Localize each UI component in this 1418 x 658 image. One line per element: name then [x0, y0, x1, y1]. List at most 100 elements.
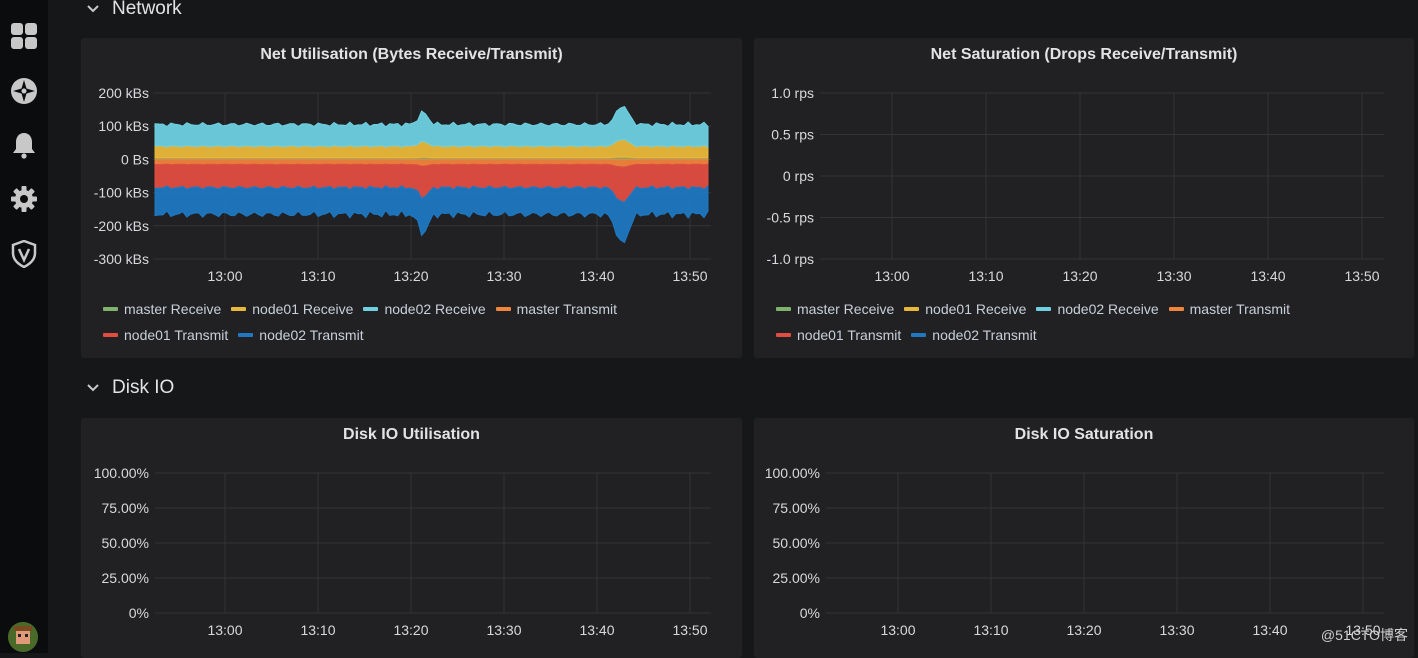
- y-tick-label: -0.5 rps: [767, 210, 814, 226]
- net-utilisation-graph[interactable]: 200 kBs 100 kBs 0 Bs -100 kBs -200 kBs -300 k…: [81, 78, 742, 338]
- y-tick-label: 100.00%: [765, 465, 820, 481]
- y-tick-label: -200 kBs: [94, 218, 149, 234]
- legend-swatch: [495, 307, 511, 311]
- x-tick-label: 13:00: [880, 622, 915, 638]
- x-tick-label: 13:30: [486, 268, 521, 284]
- chevron-down-icon: [87, 5, 99, 13]
- x-tick-label: 13:40: [579, 268, 614, 284]
- x-tick-label: 13:20: [1062, 268, 1097, 284]
- legend-swatch: [904, 307, 920, 311]
- legend-swatch: [103, 333, 118, 337]
- x-tick-label: 13:40: [1252, 622, 1287, 638]
- legend-label: node02 Transmit: [932, 327, 1037, 343]
- y-tick-label: 50.00%: [773, 535, 820, 551]
- y-tick-label: 75.00%: [102, 500, 149, 516]
- legend-swatch: [776, 307, 791, 311]
- disk-io-utilisation-graph[interactable]: 100.00% 75.00% 50.00% 25.00% 0% 13:00 13:10 13:…: [81, 458, 742, 658]
- legend-swatch: [103, 307, 118, 311]
- legend-item[interactable]: node02 Receive: [1036, 296, 1159, 322]
- legend-swatch: [363, 307, 379, 311]
- x-tick-label: 13:30: [486, 622, 521, 638]
- legend-swatch: [911, 333, 927, 337]
- x-tick-label: 13:00: [207, 622, 242, 638]
- legend-item[interactable]: node01 Receive: [231, 296, 353, 322]
- user-avatar[interactable]: [8, 622, 38, 652]
- chevron-down-icon: [87, 384, 99, 392]
- panel-title[interactable]: Disk IO Saturation: [1014, 426, 1154, 443]
- server-admin-shield-icon[interactable]: [10, 239, 38, 269]
- legend-label: node01 Receive: [252, 301, 354, 317]
- legend-swatch: [1168, 307, 1184, 311]
- y-tick-label: 0%: [129, 605, 149, 621]
- panel-title[interactable]: Net Utilisation (Bytes Receive/Transmit): [260, 46, 563, 63]
- legend-item[interactable]: master Receive: [776, 296, 894, 322]
- legend-item[interactable]: node01 Transmit: [103, 322, 228, 348]
- legend-item[interactable]: node01 Transmit: [776, 322, 901, 348]
- y-tick-label: 0%: [800, 605, 820, 621]
- panel-disk-io-saturation: Disk IO Saturation 100.00% 75.00% 50.00% 25…: [754, 418, 1414, 658]
- y-tick-label: -300 kBs: [94, 251, 149, 267]
- x-tick-label: 13:10: [968, 268, 1003, 284]
- row-title-disk-io: Disk IO: [112, 377, 175, 398]
- legend: master Receive node01 Receive node02 Recei…: [776, 296, 1376, 348]
- x-tick-label: 13:10: [973, 622, 1008, 638]
- dashboards-icon[interactable]: [10, 22, 38, 50]
- series-area-node02-receive: [154, 105, 709, 148]
- disk-io-saturation-graph[interactable]: 100.00% 75.00% 50.00% 25.00% 0% 13:00 13:10 13:…: [754, 458, 1414, 658]
- x-tick-label: 13:50: [1344, 268, 1379, 284]
- row-title-network: Network: [112, 0, 182, 19]
- net-saturation-graph[interactable]: 1.0 rps 0.5 rps 0 rps -0.5 rps -1.0 rps 13:00…: [754, 78, 1414, 338]
- legend-label: node02 Receive: [1057, 301, 1159, 317]
- legend-item[interactable]: master Transmit: [1168, 296, 1290, 322]
- legend-item[interactable]: node02 Receive: [363, 296, 486, 322]
- legend-label: node02 Receive: [384, 301, 486, 317]
- legend-label: node02 Transmit: [259, 327, 364, 343]
- series-area-node02-transmit: [154, 185, 709, 244]
- legend-item[interactable]: node02 Transmit: [238, 322, 364, 348]
- y-tick-label: 100.00%: [94, 465, 149, 481]
- y-tick-label: 50.00%: [102, 535, 149, 551]
- y-tick-label: 25.00%: [773, 570, 820, 586]
- y-tick-label: 0 Bs: [121, 151, 149, 167]
- x-tick-label: 13:20: [1066, 622, 1101, 638]
- panel-title[interactable]: Net Saturation (Drops Receive/Transmit): [930, 46, 1238, 63]
- x-tick-label: 13:50: [672, 268, 707, 284]
- legend-label: node01 Receive: [925, 301, 1027, 317]
- row-disk-io[interactable]: Disk IO: [86, 376, 174, 400]
- y-tick-label: 0.5 rps: [771, 127, 814, 143]
- legend-label: node01 Transmit: [124, 327, 229, 343]
- watermark: @51CTO博客: [1320, 627, 1408, 643]
- x-tick-label: 13:50: [1345, 622, 1380, 638]
- panel-title[interactable]: Disk IO Utilisation: [343, 426, 480, 443]
- legend-label: master Transmit: [516, 301, 617, 317]
- legend-swatch: [238, 333, 254, 337]
- configuration-gear-icon[interactable]: [10, 185, 38, 213]
- y-tick-label: 100 kBs: [98, 118, 149, 134]
- legend-item[interactable]: master Receive: [103, 296, 221, 322]
- x-tick-label: 13:10: [300, 622, 335, 638]
- alerting-bell-icon[interactable]: [10, 131, 38, 159]
- x-tick-label: 13:40: [579, 622, 614, 638]
- y-tick-label: 200 kBs: [98, 85, 149, 101]
- panel-net-utilisation: Net Utilisation (Bytes Receive/Transmit)…: [81, 38, 742, 358]
- x-tick-label: 13:20: [393, 268, 428, 284]
- x-tick-label: 13:30: [1159, 622, 1194, 638]
- panel-disk-io-utilisation: Disk IO Utilisation 100.00% 75.00% 50.00% 2…: [81, 418, 742, 658]
- legend-label: node01 Transmit: [797, 327, 902, 343]
- row-network[interactable]: Network: [86, 0, 182, 21]
- x-tick-label: 13:00: [207, 268, 242, 284]
- legend-swatch: [231, 307, 247, 311]
- explore-icon[interactable]: [10, 77, 38, 105]
- legend-label: master Receive: [797, 301, 895, 317]
- y-tick-label: -1.0 rps: [767, 251, 814, 267]
- x-tick-label: 13:00: [874, 268, 909, 284]
- x-tick-label: 13:20: [393, 622, 428, 638]
- legend-label: master Receive: [124, 301, 222, 317]
- legend-item[interactable]: node01 Receive: [904, 296, 1026, 322]
- legend-swatch: [776, 333, 791, 337]
- legend-item[interactable]: master Transmit: [495, 296, 617, 322]
- side-menu: [0, 0, 48, 653]
- y-tick-label: 0 rps: [783, 168, 814, 184]
- legend-item[interactable]: node02 Transmit: [911, 322, 1037, 348]
- y-tick-label: 1.0 rps: [771, 85, 814, 101]
